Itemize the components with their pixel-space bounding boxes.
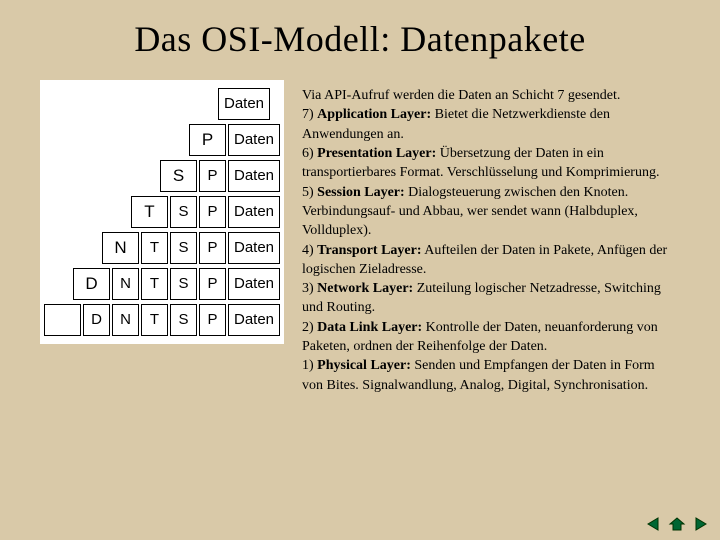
diagram-data-cell: Daten	[228, 268, 280, 300]
layer-name: Network Layer:	[317, 281, 413, 296]
diagram-spacer	[44, 88, 216, 118]
diagram-header-cell: T	[131, 196, 168, 228]
diagram-header-cell: P	[199, 304, 226, 336]
slide-title: Das OSI-Modell: Datenpakete	[40, 18, 680, 60]
diagram-data-cell: Daten	[218, 88, 270, 120]
layer-number: 3)	[302, 281, 317, 296]
diagram-data-cell: Daten	[228, 160, 280, 192]
diagram-row: Daten	[44, 88, 280, 120]
diagram-spacer	[44, 268, 71, 298]
layer-description: 3) Network Layer: Zuteilung logischer Ne…	[302, 279, 672, 318]
diagram-data-cell: Daten	[228, 304, 280, 336]
diagram-header-cell: T	[141, 304, 168, 336]
slide-content: DatenPDatenSPDatenTSPDatenNTSPDatenDNTSP…	[40, 80, 680, 395]
layer-name: Presentation Layer:	[317, 146, 436, 161]
layer-descriptions: Via API-Aufruf werden die Daten an Schic…	[302, 80, 680, 395]
diagram-row: TSPDaten	[44, 196, 280, 228]
layer-name: Data Link Layer:	[317, 320, 422, 335]
presentation-slide: Das OSI-Modell: Datenpakete DatenPDatenS…	[0, 0, 720, 540]
diagram-header-cell: S	[170, 268, 197, 300]
slide-nav	[642, 514, 712, 534]
description-intro: Via API-Aufruf werden die Daten an Schic…	[302, 86, 672, 105]
diagram-spacer	[44, 160, 158, 190]
diagram-row: DNTSPDaten	[44, 268, 280, 300]
diagram-spacer	[44, 124, 187, 154]
diagram-header-cell: T	[141, 232, 168, 264]
diagram-header-cell: P	[199, 268, 226, 300]
layer-description: 2) Data Link Layer: Kontrolle der Daten,…	[302, 318, 672, 357]
layer-description: 6) Presentation Layer: Übersetzung der D…	[302, 144, 672, 183]
diagram-header-cell: S	[170, 196, 197, 228]
diagram-row: PDaten	[44, 124, 280, 156]
diagram-header-cell: T	[141, 268, 168, 300]
diagram-header-cell: S	[160, 160, 197, 192]
layer-name: Transport Layer:	[317, 243, 421, 258]
diagram-header-cell: S	[170, 304, 197, 336]
diagram-header-cell: P	[189, 124, 226, 156]
diagram-row: NTSPDaten	[44, 232, 280, 264]
layer-name: Session Layer:	[317, 185, 405, 200]
layer-description: 4) Transport Layer: Aufteilen der Daten …	[302, 241, 672, 280]
diagram-data-cell: Daten	[228, 124, 280, 156]
diagram-spacer	[44, 196, 129, 226]
nav-next-button[interactable]	[690, 514, 712, 534]
diagram-header-cell: D	[73, 268, 110, 300]
layer-number: 7)	[302, 107, 317, 122]
diagram-data-cell: Daten	[228, 196, 280, 228]
diagram-header-cell: N	[112, 268, 139, 300]
layer-description: 5) Session Layer: Dialogsteuerung zwisch…	[302, 183, 672, 241]
layer-description: 7) Application Layer: Bietet die Netzwer…	[302, 105, 672, 144]
diagram-header-cell: P	[199, 232, 226, 264]
diagram-header-cell: D	[83, 304, 110, 336]
diagram-row: DNTSPDaten	[44, 304, 280, 336]
diagram-header-cell	[44, 304, 81, 336]
diagram-header-cell: P	[199, 196, 226, 228]
layer-description: 1) Physical Layer: Senden und Empfangen …	[302, 356, 672, 395]
layer-name: Application Layer:	[317, 107, 431, 122]
layer-number: 6)	[302, 146, 317, 161]
nav-home-button[interactable]	[666, 514, 688, 534]
diagram-header-cell: S	[170, 232, 197, 264]
layer-name: Physical Layer:	[317, 358, 411, 373]
diagram-spacer	[44, 232, 100, 262]
diagram-header-cell: N	[112, 304, 139, 336]
layer-number: 1)	[302, 358, 317, 373]
layer-number: 2)	[302, 320, 317, 335]
nav-prev-button[interactable]	[642, 514, 664, 534]
layer-number: 5)	[302, 185, 317, 200]
encapsulation-diagram: DatenPDatenSPDatenTSPDatenNTSPDatenDNTSP…	[40, 80, 284, 344]
diagram-row: SPDaten	[44, 160, 280, 192]
diagram-header-cell: P	[199, 160, 226, 192]
diagram-data-cell: Daten	[228, 232, 280, 264]
diagram-header-cell: N	[102, 232, 139, 264]
layer-number: 4)	[302, 243, 317, 258]
